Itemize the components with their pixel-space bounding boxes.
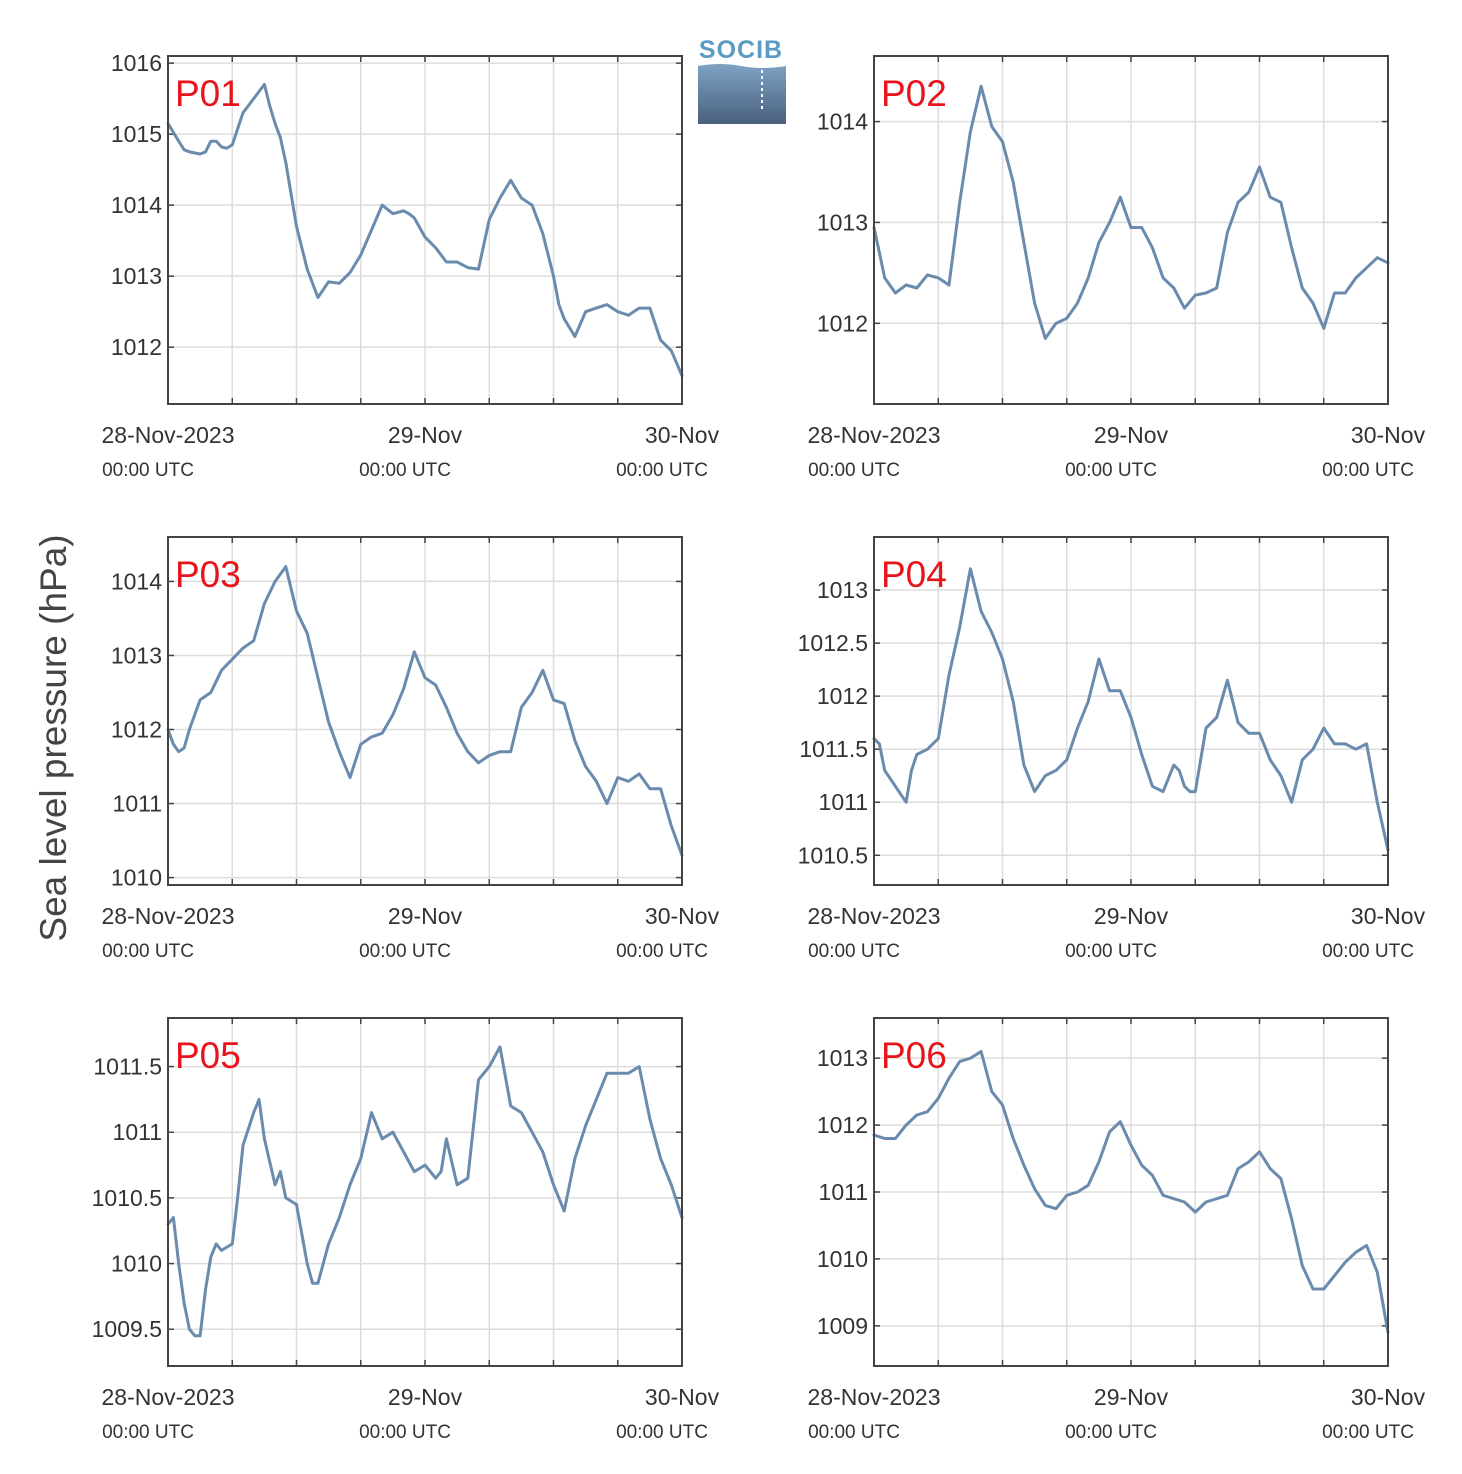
pressure-series-line [166, 82, 684, 378]
panel-p01: 1012 1013 1014 1015 1016 28-Nov-2023 00:00 UTC… [102, 50, 720, 481]
x-tick-label: 29-Nov [388, 1384, 463, 1410]
y-tick-label: 1012 [817, 1112, 868, 1138]
x-tick-sublabel: 00:00 UTC [1065, 1422, 1157, 1443]
plot-frame [873, 1017, 1389, 1367]
y-tick-label: 1009.5 [92, 1316, 162, 1342]
x-tick-label: 29-Nov [388, 903, 463, 929]
y-tick-label: 1011 [819, 789, 868, 815]
y-tick-label: 1012 [111, 334, 162, 360]
y-tick-label: 1012 [817, 310, 868, 336]
x-tick-label: 30-Nov [645, 903, 720, 929]
pressure-series-line [872, 567, 1390, 852]
x-tick-label: 28-Nov-2023 [102, 1384, 235, 1410]
x-tick-sublabel: 00:00 UTC [1065, 460, 1157, 481]
x-tick-label: 28-Nov-2023 [808, 422, 941, 448]
socib-logo-text: SOCIB [699, 36, 783, 64]
x-tick-sublabel: 00:00 UTC [616, 1422, 708, 1443]
y-tick-label: 1016 [111, 50, 162, 76]
y-tick-label: 1013 [111, 263, 162, 289]
y-tick-label: 1014 [111, 568, 162, 594]
y-tick-label: 1012 [817, 683, 868, 709]
y-tick-label: 1013 [817, 1045, 868, 1071]
socib-logo: SOCIB [698, 36, 786, 124]
plot-frame [873, 55, 1389, 405]
y-tick-label: 1010 [111, 865, 162, 891]
y-tick-label: 1012 [111, 717, 162, 743]
y-axis-label: Sea level pressure (hPa) [33, 534, 74, 941]
pressure-series-line [872, 84, 1390, 340]
x-tick-sublabel: 00:00 UTC [359, 1422, 451, 1443]
panel-p02: 1012 1013 1014 28-Nov-2023 00:00 UTC 29-Nov 00… [808, 55, 1426, 481]
x-tick-label: 28-Nov-2023 [808, 903, 941, 929]
pressure-series-line [166, 1045, 684, 1338]
x-tick-sublabel: 00:00 UTC [102, 1422, 194, 1443]
panel-p03: 1010 1011 1012 1013 1014 28-Nov-2023 00:00 UTC… [102, 536, 720, 962]
socib-logo-wave [698, 64, 786, 124]
y-tick-label: 1011 [113, 791, 162, 817]
station-label: P05 [175, 1035, 241, 1076]
y-tick-label: 1013 [111, 642, 162, 668]
x-tick-sublabel: 00:00 UTC [359, 941, 451, 962]
x-tick-label: 29-Nov [1094, 903, 1169, 929]
x-tick-sublabel: 00:00 UTC [808, 460, 900, 481]
x-tick-sublabel: 00:00 UTC [808, 941, 900, 962]
plot-frame [167, 536, 683, 886]
y-tick-label: 1010.5 [798, 842, 868, 868]
y-tick-label: 1010 [111, 1251, 162, 1277]
x-tick-label: 30-Nov [1351, 1384, 1426, 1410]
y-tick-label: 1011 [819, 1179, 868, 1205]
y-tick-label: 1012.5 [798, 630, 868, 656]
x-tick-label: 28-Nov-2023 [808, 1384, 941, 1410]
y-tick-label: 1015 [111, 121, 162, 147]
pressure-series-line [872, 1050, 1390, 1334]
panel-p06: 1009 1010 1011 1012 1013 28-Nov-2023 00:00 UTC… [808, 1017, 1426, 1443]
station-label: P02 [881, 73, 947, 114]
y-tick-label: 1011 [113, 1119, 162, 1145]
station-label: P06 [881, 1035, 947, 1076]
x-tick-label: 30-Nov [1351, 422, 1426, 448]
plot-frame [167, 55, 683, 405]
x-tick-sublabel: 00:00 UTC [1322, 1422, 1414, 1443]
station-label: P03 [175, 554, 241, 595]
panel-p05: 1009.5 1010 1010.5 1011 1011.5 28-Nov-2023 00:… [92, 1017, 720, 1443]
panel-p04: 1010.5 1011 1011.5 1012 1012.5 1013 28-Nov-202… [798, 536, 1426, 962]
y-tick-label: 1013 [817, 577, 868, 603]
y-tick-label: 1010 [817, 1246, 868, 1272]
x-tick-label: 28-Nov-2023 [102, 903, 235, 929]
x-tick-label: 29-Nov [1094, 1384, 1169, 1410]
x-tick-sublabel: 00:00 UTC [102, 460, 194, 481]
y-tick-label: 1014 [817, 109, 868, 135]
x-tick-label: 29-Nov [1094, 422, 1169, 448]
x-tick-label: 28-Nov-2023 [102, 422, 235, 448]
x-tick-sublabel: 00:00 UTC [1322, 460, 1414, 481]
x-tick-sublabel: 00:00 UTC [616, 460, 708, 481]
pressure-series-line [166, 565, 684, 857]
y-tick-label: 1010.5 [92, 1185, 162, 1211]
y-tick-label: 1013 [817, 209, 868, 235]
y-tick-label: 1011.5 [799, 736, 868, 762]
y-tick-label: 1011.5 [93, 1054, 162, 1080]
station-label: P04 [881, 554, 947, 595]
x-tick-label: 30-Nov [645, 1384, 720, 1410]
y-tick-label: 1014 [111, 192, 162, 218]
x-tick-sublabel: 00:00 UTC [808, 1422, 900, 1443]
x-tick-sublabel: 00:00 UTC [359, 460, 451, 481]
x-tick-sublabel: 00:00 UTC [616, 941, 708, 962]
panels-group: 1012 1013 1014 1015 1016 28-Nov-2023 00:00 UTC… [92, 50, 1426, 1443]
y-tick-label: 1009 [817, 1313, 868, 1339]
x-tick-label: 29-Nov [388, 422, 463, 448]
x-tick-label: 30-Nov [1351, 903, 1426, 929]
plot-frame [873, 536, 1389, 886]
x-tick-sublabel: 00:00 UTC [102, 941, 194, 962]
x-tick-sublabel: 00:00 UTC [1322, 941, 1414, 962]
plot-frame [167, 1017, 683, 1367]
x-tick-label: 30-Nov [645, 422, 720, 448]
x-tick-sublabel: 00:00 UTC [1065, 941, 1157, 962]
station-label: P01 [175, 73, 241, 114]
